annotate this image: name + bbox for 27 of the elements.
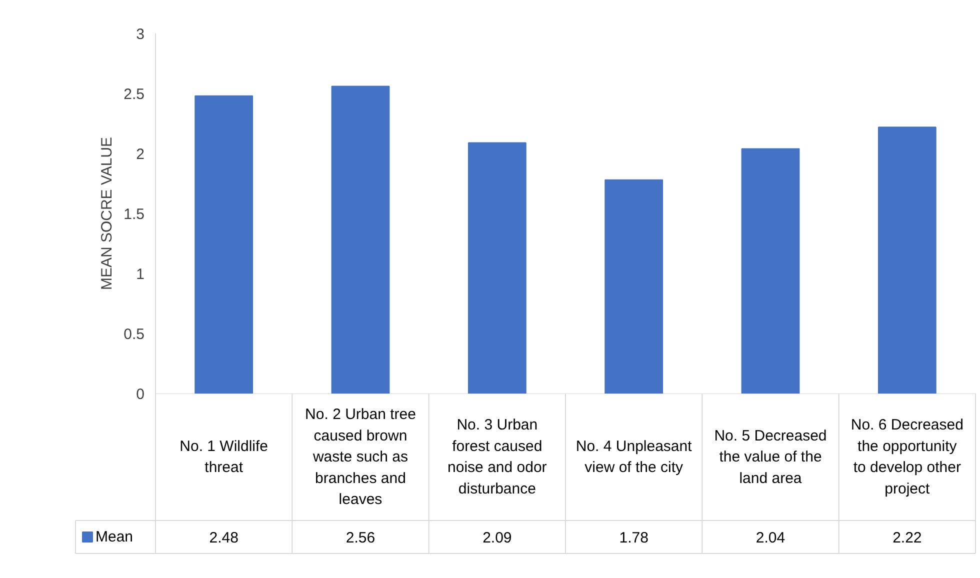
bar [468,142,526,394]
y-tick-label: 1.5 [124,206,145,223]
x-tick-label: No. 5 Decreased the value of the land area [714,427,827,487]
bar [604,179,664,394]
y-tick-label: 0.5 [124,326,145,343]
y-tick-label: 2 [136,146,144,163]
x-tick-label: No. 2 Urban tree caused brown waste such as branches and leaves [305,406,416,508]
x-tick-label: No. 3 Urban forest caused noise and odor disturbance [448,416,547,498]
data-label: 2.48 [209,530,238,546]
y-tick-label: 0 [136,386,144,403]
x-tick-label: No. 6 Decreased the opportunity to develop other project [850,416,964,498]
data-label: 1.78 [619,530,648,546]
data-label: 2.09 [482,530,512,546]
bar [194,95,254,394]
data-label: 2.04 [756,530,786,546]
x-tick-label: No. 1 Wildlife threat [180,438,268,476]
data-label: 2.56 [346,530,376,546]
bar [741,148,800,394]
data-label: 2.22 [892,530,922,546]
legend-label: Mean [96,528,134,546]
x-tick-label: No. 4 Unpleasant view of the city [576,438,693,476]
y-tick-label: 1 [136,266,144,283]
y-tick-label: 3 [136,26,144,43]
bar [331,86,390,394]
y-tick-label: 2.5 [124,86,145,103]
bar [878,126,936,394]
y-axis-title: MEAN SOCRE VALUE [98,136,116,290]
